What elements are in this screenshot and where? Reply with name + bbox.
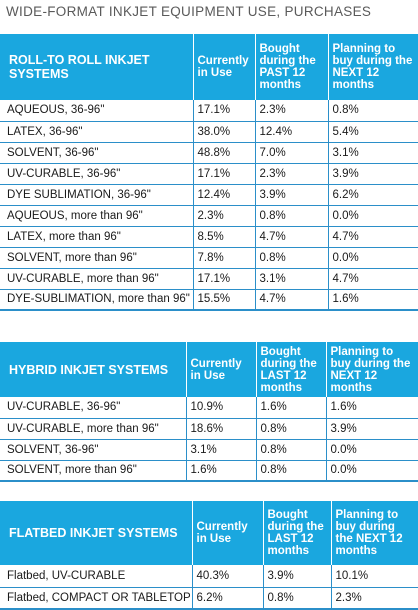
percent-cell: 3.9% bbox=[254, 184, 328, 206]
row-label: SOLVENT, more than 96" bbox=[0, 460, 186, 482]
percent-cell: 10.9% bbox=[185, 397, 256, 419]
percent-cell: 2.3% bbox=[254, 163, 328, 185]
table-row: Flatbed, UV-CURABLE 40.3% 3.9% 10.1% bbox=[0, 565, 418, 588]
row-label: DYE-SUBLIMATION, more than 96" bbox=[0, 289, 193, 311]
column-header: Currently in Use bbox=[185, 342, 256, 397]
row-label: AQUEOUS, 36-96" bbox=[0, 100, 193, 122]
table-row: Flatbed, COMPACT OR TABLETOP 6.2% 0.8% 2.3% bbox=[0, 587, 418, 610]
row-label: SOLVENT, 36-96" bbox=[0, 439, 186, 461]
percent-cell: 2.3% bbox=[192, 205, 255, 227]
column-header: Planning to buy during the NEXT 12 month… bbox=[327, 34, 418, 100]
percent-cell: 1.6% bbox=[185, 460, 256, 482]
row-label: UV-CURABLE, more than 96" bbox=[0, 268, 193, 290]
column-header: Bought during the LAST 12 months bbox=[262, 501, 331, 565]
table-row: SOLVENT, more than 96" 7.8% 0.8% 0.0% bbox=[0, 247, 418, 269]
table-row: SOLVENT, 36-96" 3.1% 0.8% 0.0% bbox=[0, 439, 418, 461]
percent-cell: 1.6% bbox=[325, 397, 418, 419]
percent-cell: 10.1% bbox=[330, 565, 418, 588]
percent-cell: 15.5% bbox=[192, 289, 255, 311]
table-row: SOLVENT, 36-96" 48.8% 7.0% 3.1% bbox=[0, 142, 418, 164]
percent-cell: 7.0% bbox=[254, 142, 328, 164]
row-label: AQUEOUS, more than 96" bbox=[0, 205, 193, 227]
column-header: Currently in Use bbox=[191, 501, 263, 565]
percent-cell: 2.3% bbox=[254, 100, 328, 122]
percent-cell: 0.8% bbox=[254, 205, 328, 227]
table-row: LATEX, 36-96" 38.0% 12.4% 5.4% bbox=[0, 121, 418, 143]
row-label: SOLVENT, 36-96" bbox=[0, 142, 193, 164]
row-label: UV-CURABLE, more than 96" bbox=[0, 418, 186, 440]
table-row: DYE SUBLIMATION, 36-96" 12.4% 3.9% 6.2% bbox=[0, 184, 418, 206]
percent-cell: 1.6% bbox=[327, 289, 418, 311]
percent-cell: 3.9% bbox=[325, 418, 418, 440]
column-header: Planning to buy during the NEXT 12 month… bbox=[330, 501, 418, 565]
percent-cell: 12.4% bbox=[254, 121, 328, 143]
percent-cell: 0.0% bbox=[327, 247, 418, 269]
table-row: LATEX, more than 96" 8.5% 4.7% 4.7% bbox=[0, 226, 418, 248]
table-header-row: HYBRID INKJET SYSTEMS Currently in Use Bou… bbox=[0, 342, 418, 397]
table-row: AQUEOUS, more than 96" 2.3% 0.8% 0.0% bbox=[0, 205, 418, 227]
percent-cell: 48.8% bbox=[192, 142, 255, 164]
percent-cell: 0.8% bbox=[262, 587, 331, 610]
column-header: Planning to buy during the NEXT 12 month… bbox=[325, 342, 418, 397]
percent-cell: 4.7% bbox=[327, 268, 418, 290]
percent-cell: 2.3% bbox=[330, 587, 418, 610]
row-label: DYE SUBLIMATION, 36-96" bbox=[0, 184, 193, 206]
percent-cell: 4.7% bbox=[254, 289, 328, 311]
percent-cell: 3.1% bbox=[254, 268, 328, 290]
percent-cell: 1.6% bbox=[255, 397, 326, 419]
flatbed-table: FLATBED INKJET SYSTEMS Currently in Use Bo… bbox=[0, 501, 418, 610]
percent-cell: 17.1% bbox=[192, 163, 255, 185]
percent-cell: 0.8% bbox=[255, 439, 326, 461]
table-row: UV-CURABLE, 36-96" 10.9% 1.6% 1.6% bbox=[0, 397, 418, 419]
percent-cell: 17.1% bbox=[192, 268, 255, 290]
row-label: Flatbed, UV-CURABLE bbox=[0, 565, 192, 588]
percent-cell: 5.4% bbox=[327, 121, 418, 143]
percent-cell: 6.2% bbox=[191, 587, 263, 610]
column-header: Bought during the LAST 12 months bbox=[255, 342, 326, 397]
table-header-row: FLATBED INKJET SYSTEMS Currently in Use Bo… bbox=[0, 501, 418, 565]
percent-cell: 3.9% bbox=[327, 163, 418, 185]
percent-cell: 0.8% bbox=[255, 418, 326, 440]
table-section-title: ROLL-TO ROLL INKJET SYSTEMS bbox=[0, 34, 193, 100]
column-header: Bought during the PAST 12 months bbox=[254, 34, 328, 100]
table-row: UV-CURABLE, 36-96" 17.1% 2.3% 3.9% bbox=[0, 163, 418, 185]
column-header: Currently in Use bbox=[192, 34, 255, 100]
percent-cell: 0.8% bbox=[327, 100, 418, 122]
percent-cell: 6.2% bbox=[327, 184, 418, 206]
percent-cell: 12.4% bbox=[192, 184, 255, 206]
percent-cell: 4.7% bbox=[327, 226, 418, 248]
percent-cell: 0.0% bbox=[325, 460, 418, 482]
percent-cell: 3.1% bbox=[185, 439, 256, 461]
row-label: LATEX, 36-96" bbox=[0, 121, 193, 143]
percent-cell: 8.5% bbox=[192, 226, 255, 248]
hybrid-table: HYBRID INKJET SYSTEMS Currently in Use Bou… bbox=[0, 342, 418, 482]
table-section-title: HYBRID INKJET SYSTEMS bbox=[0, 342, 186, 397]
percent-cell: 3.9% bbox=[262, 565, 331, 588]
percent-cell: 7.8% bbox=[192, 247, 255, 269]
page-title: WIDE-FORMAT INKJET EQUIPMENT USE, PURCHA… bbox=[6, 4, 372, 19]
table-header-row: ROLL-TO ROLL INKJET SYSTEMS Currently in … bbox=[0, 34, 418, 100]
percent-cell: 40.3% bbox=[191, 565, 263, 588]
table-row: SOLVENT, more than 96" 1.6% 0.8% 0.0% bbox=[0, 460, 418, 482]
table-row: UV-CURABLE, more than 96" 17.1% 3.1% 4.7% bbox=[0, 268, 418, 290]
table-section-title: FLATBED INKJET SYSTEMS bbox=[0, 501, 192, 565]
percent-cell: 18.6% bbox=[185, 418, 256, 440]
row-label: UV-CURABLE, 36-96" bbox=[0, 163, 193, 185]
row-label: SOLVENT, more than 96" bbox=[0, 247, 193, 269]
percent-cell: 0.8% bbox=[254, 247, 328, 269]
row-label: Flatbed, COMPACT OR TABLETOP bbox=[0, 587, 192, 610]
table-row: UV-CURABLE, more than 96" 18.6% 0.8% 3.9% bbox=[0, 418, 418, 440]
table-row: DYE-SUBLIMATION, more than 96" 15.5% 4.7% 1… bbox=[0, 289, 418, 311]
percent-cell: 0.0% bbox=[327, 205, 418, 227]
row-label: UV-CURABLE, 36-96" bbox=[0, 397, 186, 419]
roll-to-roll-table: ROLL-TO ROLL INKJET SYSTEMS Currently in … bbox=[0, 34, 418, 311]
percent-cell: 0.8% bbox=[255, 460, 326, 482]
percent-cell: 4.7% bbox=[254, 226, 328, 248]
percent-cell: 17.1% bbox=[192, 100, 255, 122]
percent-cell: 0.0% bbox=[325, 439, 418, 461]
percent-cell: 3.1% bbox=[327, 142, 418, 164]
row-label: LATEX, more than 96" bbox=[0, 226, 193, 248]
percent-cell: 38.0% bbox=[192, 121, 255, 143]
table-row: AQUEOUS, 36-96" 17.1% 2.3% 0.8% bbox=[0, 100, 418, 122]
